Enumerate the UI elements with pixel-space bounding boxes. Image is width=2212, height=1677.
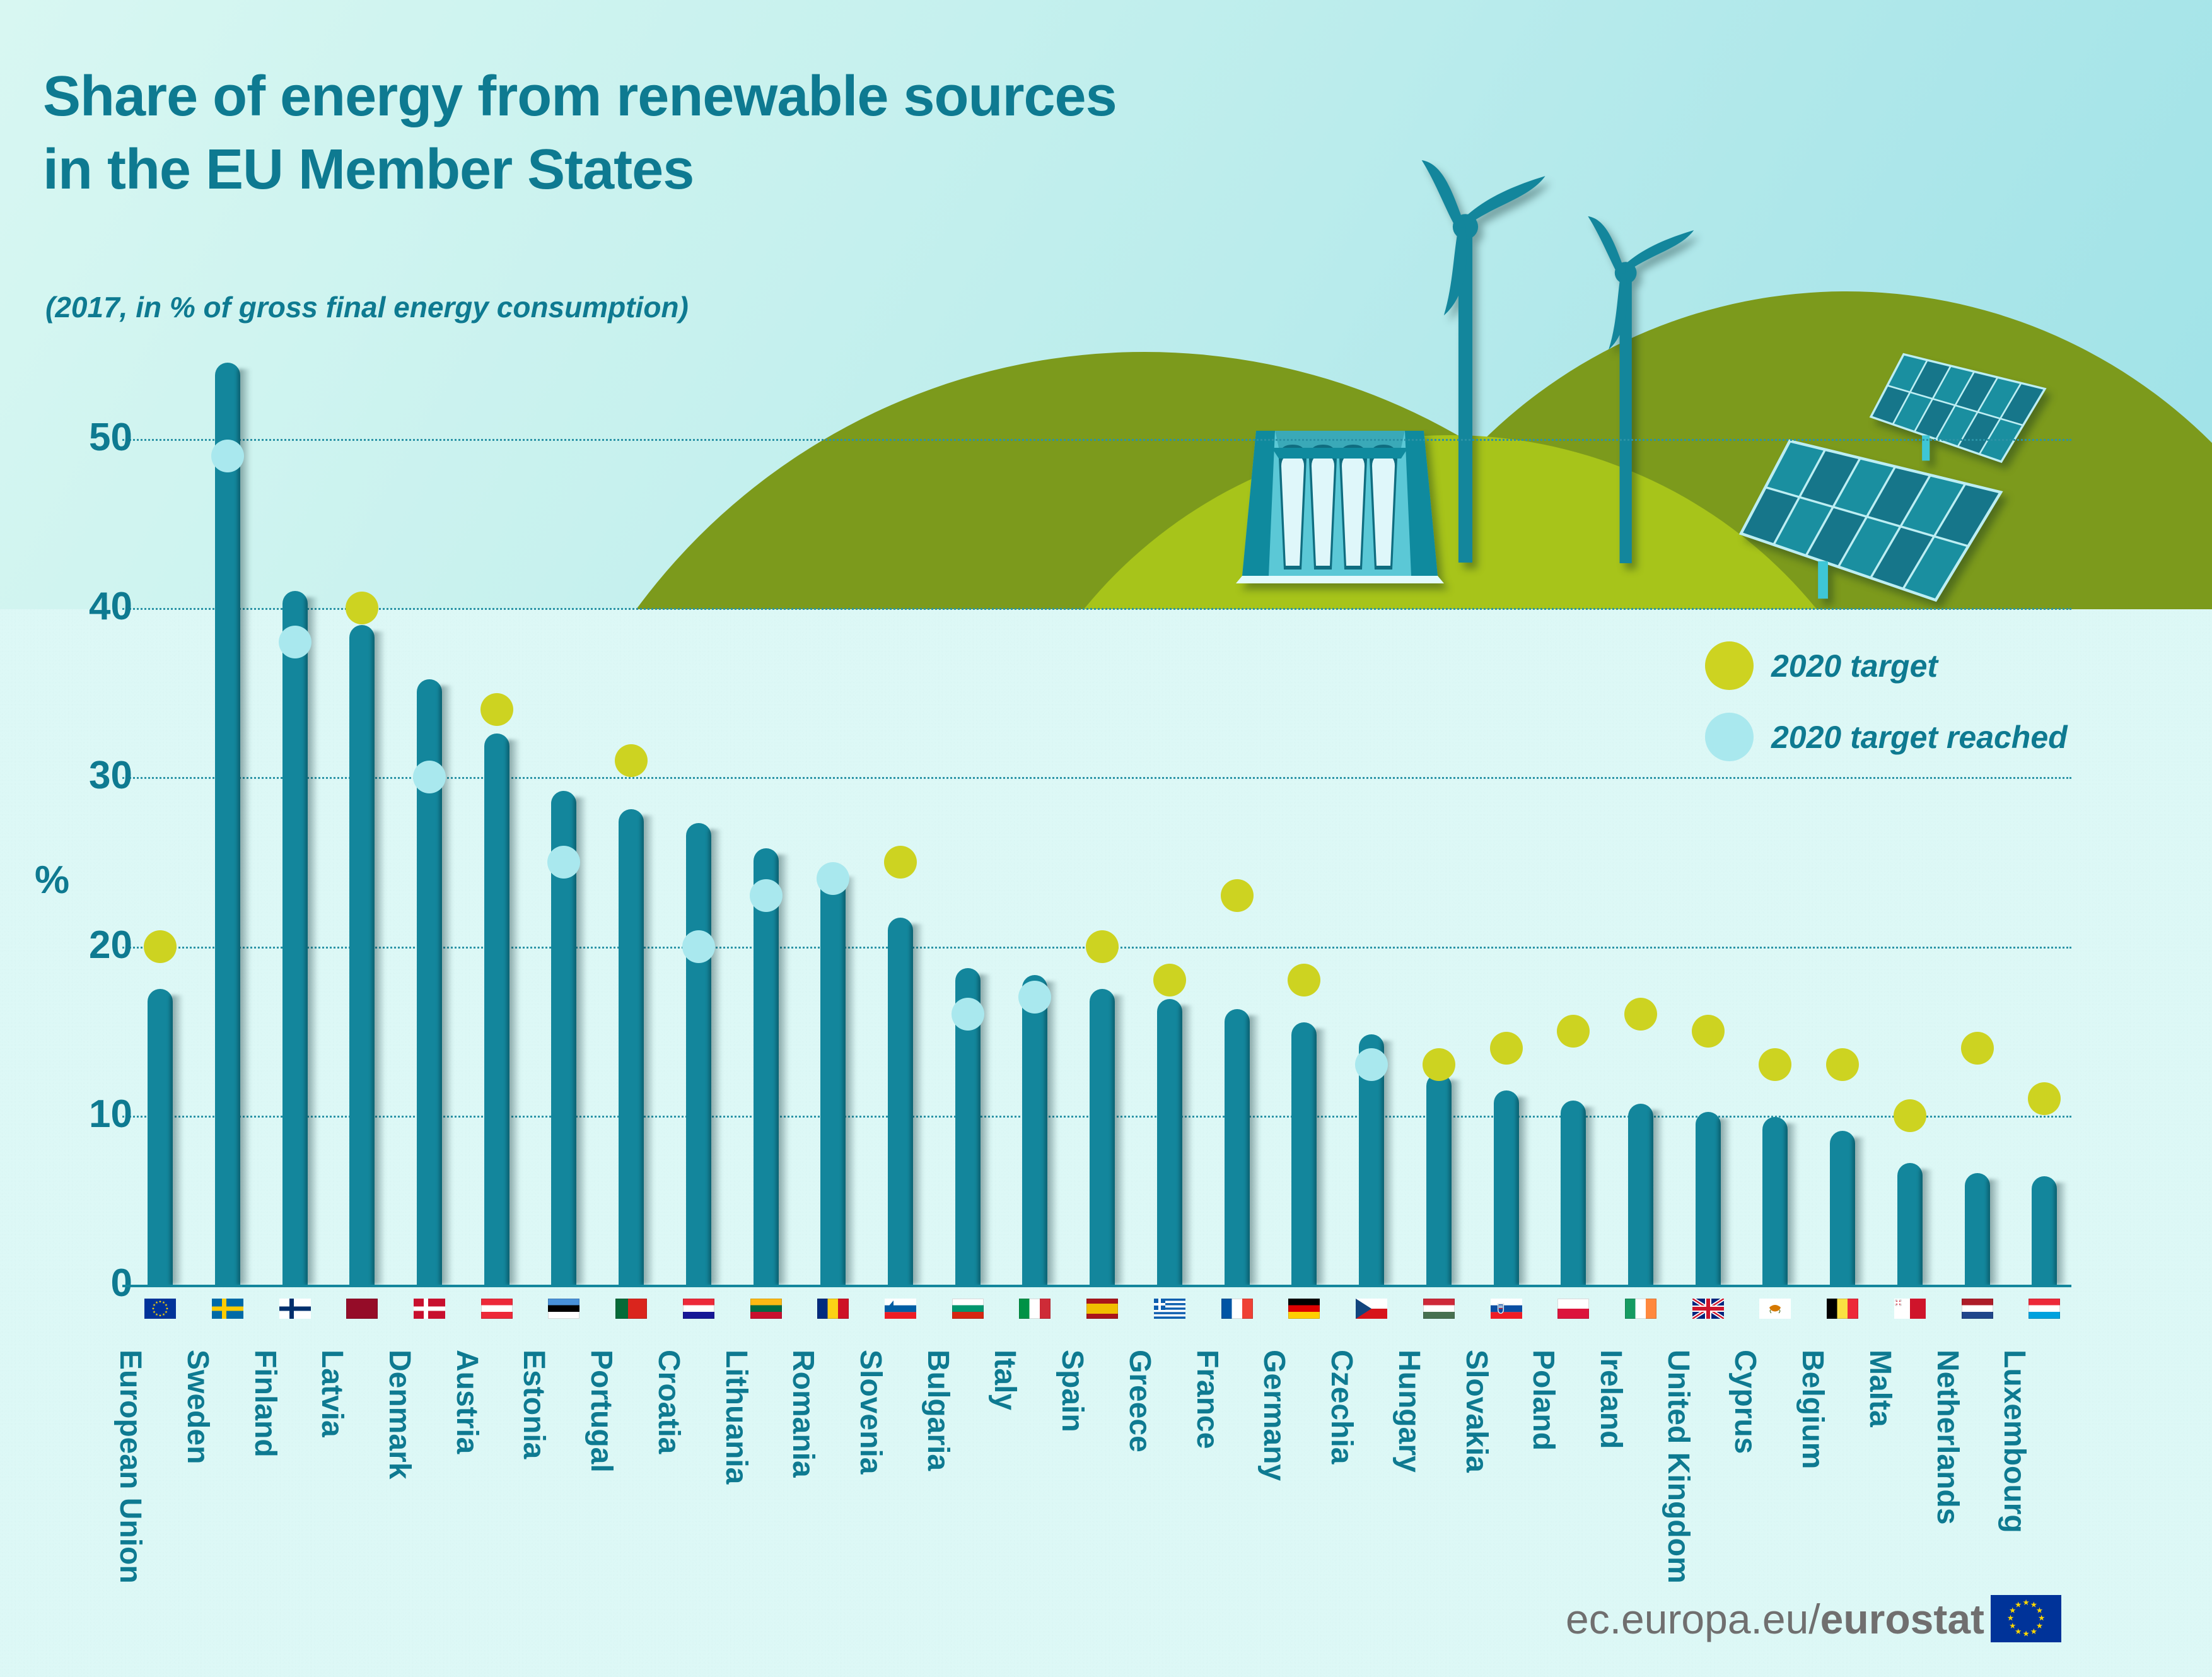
svg-text:★: ★ (2023, 1629, 2030, 1638)
svg-text:★: ★ (159, 1299, 162, 1304)
svg-text:★: ★ (2015, 1600, 2022, 1609)
svg-text:★: ★ (2007, 1614, 2014, 1623)
svg-text:★: ★ (162, 1312, 165, 1317)
svg-text:★: ★ (2030, 1627, 2037, 1636)
svg-text:★: ★ (2009, 1621, 2016, 1630)
svg-text:★: ★ (159, 1313, 162, 1318)
svg-text:★: ★ (2023, 1598, 2030, 1607)
svg-text:★: ★ (155, 1300, 158, 1305)
